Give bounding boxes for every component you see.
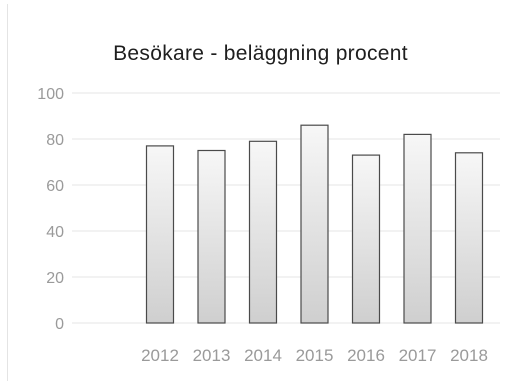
x-tick-label: 2012: [141, 346, 179, 365]
bar-2013: [197, 149, 226, 324]
y-tick-label: 40: [46, 224, 64, 241]
bar-2014: [248, 140, 278, 324]
bar-2016: [351, 154, 381, 324]
chart-frame: [7, 4, 517, 381]
bar-2017: [403, 133, 432, 324]
y-tick-label: 20: [46, 270, 64, 287]
y-tick-label: 0: [55, 316, 64, 333]
y-tick-label: 80: [46, 132, 64, 149]
grid-lines: [72, 92, 500, 324]
x-tick-label: 2015: [296, 346, 334, 365]
x-axis-ticks: 2012 2013 2014 2015 2016 2017 2018: [141, 346, 488, 365]
y-axis-ticks: 0 20 40 60 80 100: [37, 86, 64, 333]
x-tick-label: 2013: [193, 346, 231, 365]
y-tick-label: 100: [37, 86, 64, 103]
bar-2015: [300, 124, 329, 324]
chart-title: Besökare - beläggning procent: [113, 42, 408, 65]
bar-2018: [454, 152, 484, 324]
x-tick-label: 2014: [244, 346, 282, 365]
bar-2012: [145, 145, 175, 324]
y-tick-label: 60: [46, 178, 64, 195]
x-tick-label: 2016: [347, 346, 385, 365]
x-tick-label: 2017: [399, 346, 437, 365]
bars: [145, 124, 484, 324]
x-tick-label: 2018: [450, 346, 488, 365]
